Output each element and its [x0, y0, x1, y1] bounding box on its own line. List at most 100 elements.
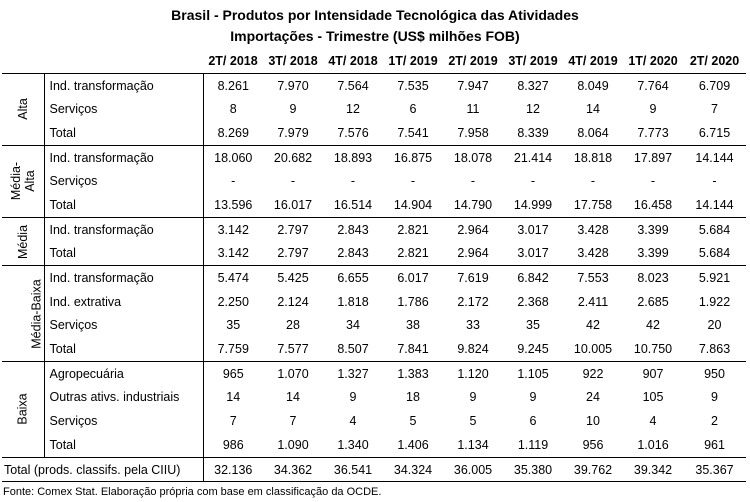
- value-cell: 961: [683, 433, 746, 458]
- value-cell: 9: [711, 390, 718, 405]
- table-row: Ind. extrativa 2.250 2.124 1.818 1.786 2.172 2…: [2, 289, 746, 314]
- table-row: Média- Alta Ind. transformação 18.060 20.68…: [2, 145, 746, 218]
- row-label: Total: [44, 241, 204, 267]
- source-note: Fonte: Comex Stat. Elaboração própria co…: [3, 486, 382, 498]
- table-row: Total 8.269 7.979 7.576 7.541 7.958 8.339 8.064…: [2, 121, 746, 146]
- value-cell: 1.818: [337, 294, 369, 309]
- grand-total-value: 34.324: [383, 456, 443, 483]
- value-cell: 24: [586, 390, 600, 405]
- value-cell: 18.818: [573, 150, 613, 165]
- value-cell: 7.577: [263, 337, 323, 362]
- value-cell: 2.964: [457, 222, 489, 237]
- value-cell: 1.383: [397, 366, 429, 381]
- value-cell: 9: [529, 390, 537, 405]
- value-cell: -: [290, 174, 296, 189]
- value-cell: 16.875: [393, 150, 433, 165]
- value-cell: -: [530, 174, 536, 189]
- value-cell: 1.340: [323, 433, 383, 458]
- table-row: Serviços 35 28 34 38 33 35 42 42 20: [2, 313, 746, 338]
- table-row: Outras ativs. industriais 14 14 9 18 9 9 24 105 9: [2, 385, 746, 410]
- value-cell: 8.507: [323, 337, 383, 362]
- value-cell: 7.863: [683, 337, 746, 362]
- table-row: Serviços 7 7 4 5 5 6 10 4 2: [2, 409, 746, 433]
- group-label: Média-Baixa: [29, 278, 44, 349]
- row-label: Serviços: [44, 409, 204, 433]
- value-cell: 8: [229, 102, 237, 117]
- value-cell: 6.709: [698, 78, 731, 93]
- value-cell: 5.684: [683, 241, 746, 267]
- value-cell: 7.958: [443, 121, 503, 146]
- value-cell: 14: [586, 102, 600, 117]
- group-label: Alta: [15, 98, 30, 120]
- value-cell: 6.017: [397, 271, 429, 286]
- value-cell: 9: [649, 102, 657, 117]
- column-header: 3T/ 2018: [263, 49, 323, 74]
- value-cell: 1.786: [397, 294, 429, 309]
- value-cell: 2.685: [637, 294, 669, 309]
- value-cell: 3.142: [203, 241, 263, 267]
- value-cell: 10.750: [623, 337, 683, 362]
- value-cell: 6: [529, 414, 537, 429]
- grand-total-value: 32.136: [203, 456, 263, 483]
- value-cell: 3.017: [503, 241, 563, 267]
- value-cell: -: [590, 174, 596, 189]
- row-label: Serviços: [44, 313, 204, 338]
- value-cell: 9.824: [443, 337, 503, 362]
- value-cell: 35: [226, 318, 241, 333]
- value-cell: 1.406: [383, 433, 443, 458]
- value-cell: 8.049: [577, 78, 609, 93]
- value-cell: 986: [203, 433, 263, 458]
- value-cell: 907: [642, 366, 664, 381]
- group-label-cell: Alta: [2, 73, 45, 146]
- header-blank: [2, 49, 203, 74]
- table-row: Serviços - - - - - - - - -: [2, 169, 746, 194]
- table-row: Baixa Agropecuária 965 1.070 1.327 1.383 1.120…: [2, 361, 746, 458]
- value-cell: 5.921: [698, 271, 731, 286]
- group-label-cell: Média-Baixa: [2, 265, 45, 362]
- value-cell: 11: [466, 102, 480, 117]
- value-cell: 16.017: [263, 193, 323, 218]
- value-cell: 8.023: [637, 271, 669, 286]
- column-header: 1T/ 2019: [383, 49, 443, 74]
- value-cell: 20.682: [273, 150, 313, 165]
- column-header: 4T/ 2019: [563, 49, 623, 74]
- group-label: Baixa: [15, 393, 30, 425]
- table-row: Média Ind. transformação 3.142 2.797 2.843 2.…: [2, 217, 746, 267]
- value-cell: 16.458: [623, 193, 683, 218]
- value-cell: 4: [349, 414, 357, 429]
- value-cell: 950: [704, 366, 725, 381]
- table-row: Alta Ind. transformação 8.261 7.970 7.564 7.5…: [2, 73, 746, 146]
- column-header: 1T/ 2020: [623, 49, 683, 74]
- table-row: Total 986 1.090 1.340 1.406 1.134 1.119 956 1.01…: [2, 433, 746, 458]
- value-cell: 5.474: [217, 271, 249, 286]
- table-row: Total 3.142 2.797 2.843 2.821 2.964 3.017 3.428…: [2, 241, 746, 267]
- row-label: Ind. transformação: [44, 73, 204, 98]
- value-cell: 1.327: [337, 366, 369, 381]
- value-cell: 9: [289, 102, 297, 117]
- table-row: Serviços 8 9 12 6 11 12 14 9 7: [2, 97, 746, 122]
- value-cell: 7.564: [337, 78, 369, 93]
- value-cell: 2.843: [323, 241, 383, 267]
- table-body: Alta Ind. transformação 8.261 7.970 7.564 7.5…: [2, 73, 746, 483]
- grand-total-value: 35.367: [683, 456, 746, 483]
- grand-total-row: Total (prods. classifs. pela CIIU) 32.136…: [2, 456, 746, 483]
- value-cell: -: [712, 174, 717, 189]
- row-label: Ind. transformação: [44, 217, 204, 242]
- row-label: Agropecuária: [44, 361, 204, 386]
- value-cell: 5.425: [277, 271, 309, 286]
- value-cell: 35: [526, 318, 540, 333]
- value-cell: 1.922: [698, 294, 731, 309]
- value-cell: 14: [226, 390, 241, 405]
- value-cell: 7.541: [383, 121, 443, 146]
- value-cell: 7.764: [637, 78, 669, 93]
- value-cell: 2.368: [517, 294, 549, 309]
- value-cell: 2.843: [337, 222, 369, 237]
- value-cell: 18: [406, 390, 420, 405]
- value-cell: 7.553: [577, 271, 609, 286]
- value-cell: 14.790: [443, 193, 503, 218]
- column-header: 4T/ 2018: [323, 49, 383, 74]
- value-cell: 1.120: [457, 366, 489, 381]
- value-cell: 38: [406, 318, 420, 333]
- value-cell: 8.064: [563, 121, 623, 146]
- value-cell: -: [231, 174, 236, 189]
